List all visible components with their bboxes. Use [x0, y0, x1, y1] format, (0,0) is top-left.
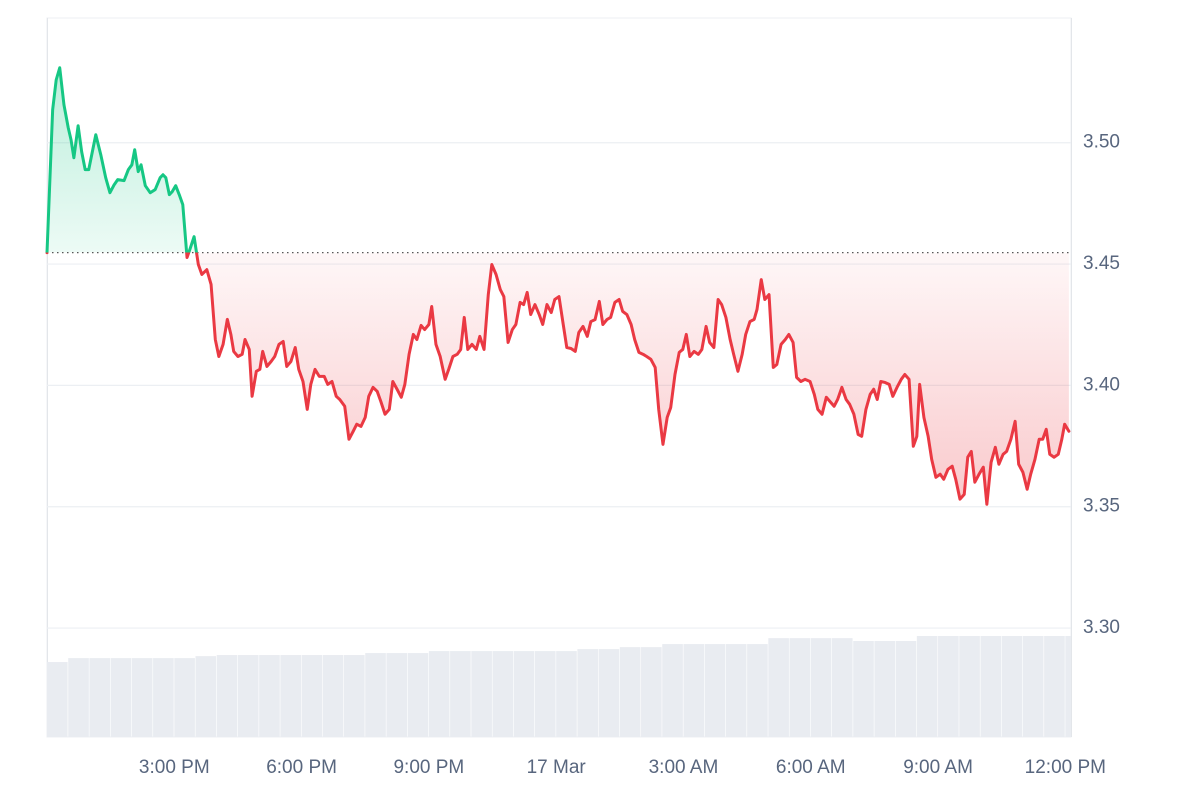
volume-bar — [428, 651, 450, 737]
volume-bar — [704, 644, 726, 737]
volume-bar — [662, 644, 683, 737]
x-tick-label: 3:00 AM — [649, 757, 719, 778]
volume-bar — [916, 635, 938, 737]
volume-bar — [789, 638, 811, 737]
volume-bar — [216, 655, 238, 737]
volume-bar — [344, 655, 365, 737]
volume-bar — [492, 651, 514, 737]
volume-bar — [471, 651, 492, 737]
volume-bar — [259, 655, 280, 737]
volume-bar — [874, 641, 896, 737]
volume-bar — [450, 651, 471, 737]
volume-bar — [322, 655, 344, 737]
x-tick-label: 9:00 PM — [393, 757, 464, 778]
volume-bar — [131, 658, 153, 737]
volume-bar — [365, 653, 386, 737]
x-tick-label: 6:00 AM — [776, 757, 846, 778]
x-tick-label: 12:00 PM — [1025, 757, 1106, 778]
volume-bar — [513, 651, 535, 737]
volume-bar — [853, 641, 874, 737]
volume-bars — [47, 635, 1071, 737]
volume-bar — [683, 644, 705, 737]
volume-bar — [1065, 635, 1071, 737]
x-tick-label: 9:00 AM — [903, 757, 973, 778]
volume-bar — [641, 647, 662, 737]
volume-bar — [386, 653, 408, 737]
volume-bar — [195, 656, 217, 737]
volume-bar — [768, 638, 789, 737]
volume-bar — [110, 658, 132, 737]
price-area — [47, 67, 1069, 505]
volume-bar — [810, 638, 832, 737]
volume-bar — [747, 644, 768, 737]
volume-bar — [1001, 635, 1023, 737]
volume-bar — [1022, 635, 1044, 737]
volume-bar — [174, 658, 195, 737]
x-tick-label: 3:00 PM — [139, 757, 210, 778]
volume-bar — [577, 649, 599, 737]
volume-bar — [47, 662, 68, 737]
y-tick-label: 3.40 — [1083, 374, 1120, 395]
volume-bar — [959, 635, 980, 737]
volume-bar — [280, 655, 301, 737]
volume-bar — [534, 651, 556, 737]
volume-bar — [619, 647, 641, 737]
volume-bar — [725, 644, 747, 737]
volume-bar — [895, 641, 917, 737]
volume-bar — [938, 635, 959, 737]
volume-bar — [301, 655, 323, 737]
y-tick-label: 3.50 — [1083, 132, 1120, 153]
volume-bar — [407, 653, 429, 737]
y-tick-label: 3.35 — [1083, 496, 1120, 517]
x-tick-label: 17 Mar — [527, 757, 587, 778]
volume-bar — [237, 655, 259, 737]
volume-bar — [1044, 635, 1065, 737]
volume-bar — [980, 635, 1002, 737]
volume-bar — [68, 658, 89, 737]
price-line — [45, 66, 1071, 506]
y-tick-label: 3.45 — [1083, 253, 1120, 274]
volume-bar — [153, 658, 174, 737]
x-tick-label: 6:00 PM — [266, 757, 337, 778]
volume-bar — [831, 638, 853, 737]
y-tick-label: 3.30 — [1083, 617, 1120, 638]
volume-bar — [89, 658, 111, 737]
volume-bar — [598, 649, 620, 737]
volume-bar — [556, 651, 577, 737]
